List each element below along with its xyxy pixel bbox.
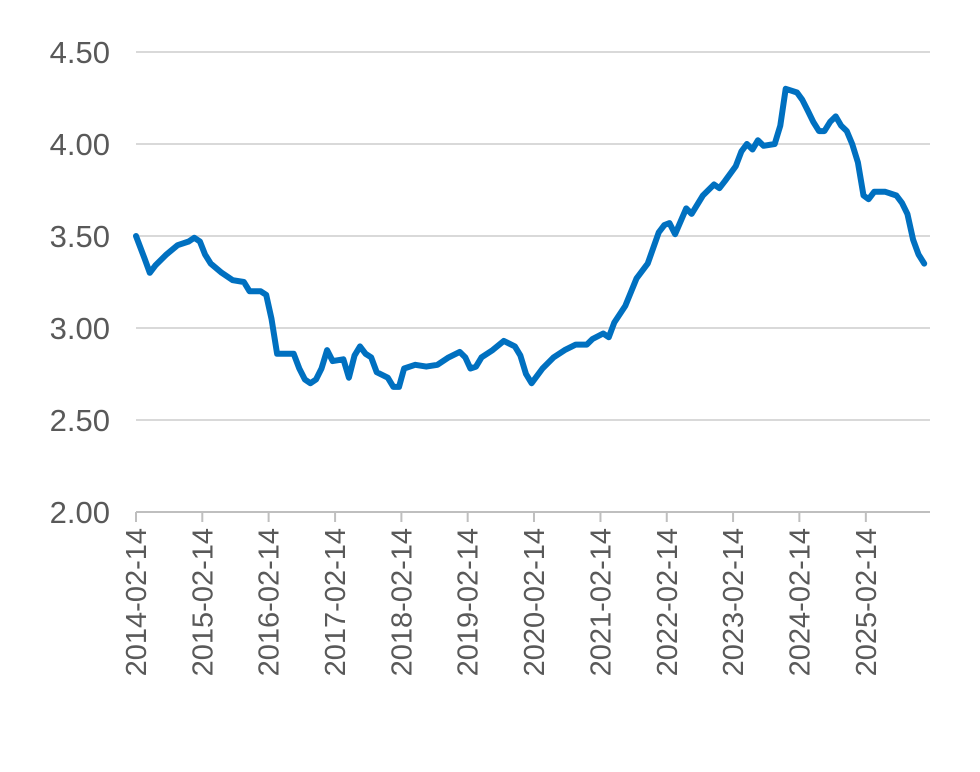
x-tick-label: 2019-02-14 — [453, 528, 485, 676]
y-tick-label: 4.50 — [50, 35, 110, 70]
x-tick-label: 2023-02-14 — [718, 528, 750, 676]
x-tick-label: 2014-02-14 — [121, 528, 153, 676]
x-tick-label: 2022-02-14 — [652, 528, 684, 676]
x-tick-label: 2021-02-14 — [585, 528, 617, 676]
y-tick-label: 3.00 — [50, 311, 110, 346]
x-tick-label: 2015-02-14 — [187, 528, 219, 676]
x-tick-label: 2016-02-14 — [254, 528, 286, 676]
y-tick-label: 2.00 — [50, 495, 110, 530]
x-tick-label: 2018-02-14 — [386, 528, 418, 676]
gridlines — [136, 51, 930, 421]
x-tick-label: 2025-02-14 — [851, 528, 883, 676]
x-axis-tick-labels: 2014-02-14 2015-02-14 2016-02-14 2017-02-14… — [121, 528, 883, 676]
series-line-0 — [133, 85, 928, 390]
y-tick-label: 4.00 — [50, 127, 110, 162]
y-tick-label: 3.50 — [50, 219, 110, 254]
x-tick-label: 2020-02-14 — [519, 528, 551, 676]
x-tick-label: 2024-02-14 — [784, 528, 816, 676]
x-tick-label: 2017-02-14 — [320, 528, 352, 676]
y-tick-label: 2.50 — [50, 403, 110, 438]
x-axis — [135, 511, 930, 522]
y-axis-tick-labels: 2.00 2.50 3.00 3.50 4.00 4.50 — [50, 35, 110, 530]
series-layer — [133, 85, 928, 390]
